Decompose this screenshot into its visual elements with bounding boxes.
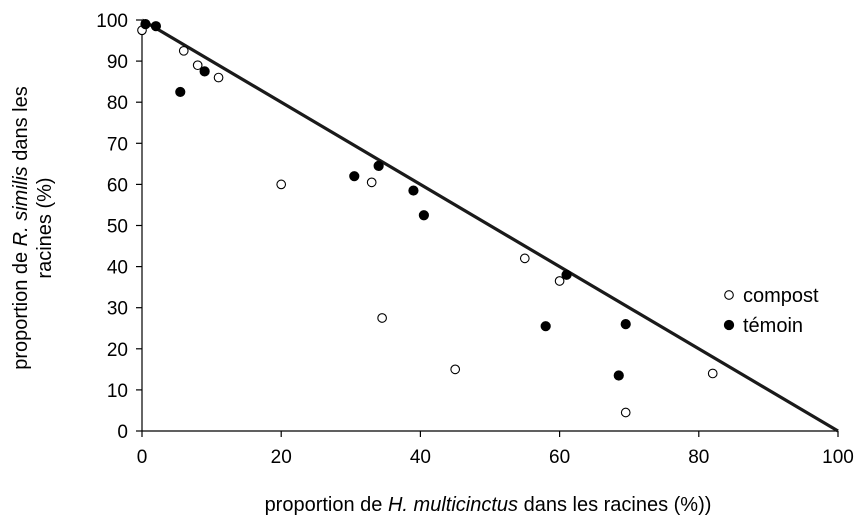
legend-item-compost: compost	[724, 285, 819, 307]
y-tick-label: 40	[107, 258, 128, 279]
compost-point	[178, 45, 189, 56]
legend-label: témoin	[743, 315, 803, 337]
data-points	[137, 19, 718, 418]
legend-marker	[723, 319, 735, 331]
y-tick-label: 80	[107, 93, 128, 114]
y-tick-label: 20	[107, 340, 128, 361]
compost-point	[620, 407, 631, 418]
legend-label: compost	[743, 285, 819, 307]
temoin-point	[418, 210, 429, 221]
x-axis-title-prefix: proportion de	[265, 494, 388, 516]
x-axis-title-suffix: dans les racines (%))	[518, 494, 711, 516]
temoin-point	[349, 171, 360, 182]
compost-point	[707, 368, 718, 379]
x-tick-label: 40	[410, 447, 431, 468]
x-tick-label: 60	[549, 447, 570, 468]
x-tick-label: 0	[137, 447, 148, 468]
y-tick-label: 10	[107, 381, 128, 402]
y-axis-title-prefix: proportion de	[10, 246, 32, 369]
temoin-point	[620, 319, 631, 330]
series-compost	[137, 25, 718, 418]
compost-point	[450, 364, 461, 375]
legend-marker	[724, 290, 734, 300]
y-tick-label: 60	[107, 175, 128, 196]
compost-point	[213, 72, 224, 83]
compost-point	[554, 276, 565, 286]
reference-line	[141, 18, 839, 433]
x-tick-label: 20	[271, 447, 292, 468]
y-tick-label: 90	[107, 52, 128, 73]
series-temoin	[140, 19, 631, 381]
y-axis-title-line-2: racines (%)	[34, 177, 56, 278]
x-axis-title-italic: H. multicinctus	[388, 494, 518, 516]
compost-point	[192, 60, 203, 71]
tick-labels: 0 20 40 60 80 100 0 10 20 30 40 50 60 70 80 90 100	[96, 11, 854, 468]
y-axis-title-italic: R. similis	[10, 166, 32, 246]
compost-point	[366, 177, 377, 188]
y-tick-label: 50	[107, 217, 128, 238]
y-axis-title-line-1: proportion de R. similis dans les	[10, 86, 32, 369]
tick-marks	[136, 19, 839, 437]
y-tick-label: 100	[96, 11, 128, 32]
temoin-point	[199, 66, 210, 77]
compost-point	[519, 253, 530, 264]
compost-point	[276, 179, 287, 190]
temoin-point	[408, 185, 419, 196]
y-tick-label: 30	[107, 299, 128, 320]
compost-point	[377, 313, 387, 323]
temoin-point	[613, 370, 624, 381]
y-axis-title-suffix: dans les	[10, 86, 32, 166]
reference-line-group	[141, 18, 839, 433]
temoin-point	[140, 19, 151, 30]
x-tick-label: 100	[822, 447, 854, 468]
legend: compost témoin	[723, 285, 819, 337]
y-tick-label: 70	[107, 134, 128, 155]
temoin-point	[561, 269, 572, 280]
legend-item-temoin: témoin	[723, 315, 803, 337]
x-axis-title: proportion de H. multicinctus dans les r…	[265, 494, 712, 516]
x-tick-label: 80	[688, 447, 709, 468]
temoin-point	[150, 21, 162, 32]
temoin-point	[373, 160, 384, 172]
temoin-point	[175, 86, 186, 98]
temoin-point	[540, 321, 551, 332]
y-tick-label: 0	[117, 422, 128, 443]
